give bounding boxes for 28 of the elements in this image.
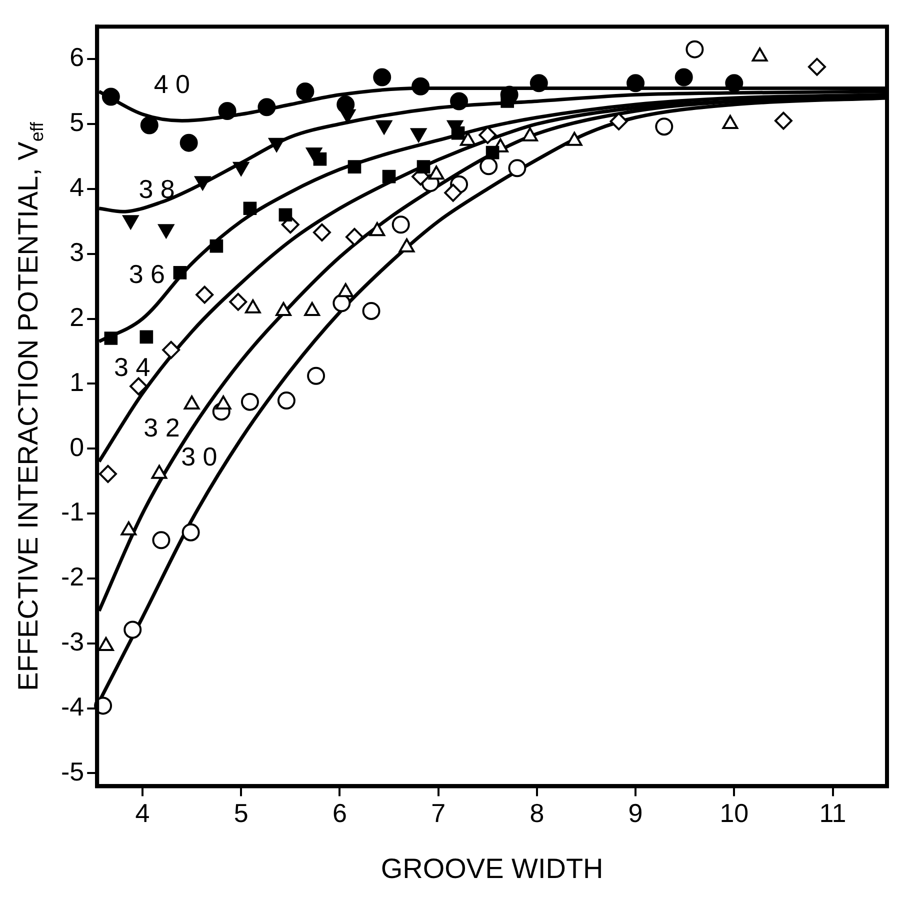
annotation: 3 2 bbox=[144, 412, 180, 442]
y-tick-label: 4 bbox=[70, 172, 84, 202]
annotation: 4 0 bbox=[154, 68, 190, 99]
y-tick-label: -5 bbox=[60, 756, 84, 786]
annotation: 3 8 bbox=[138, 174, 175, 204]
x-tick-label: 11 bbox=[819, 798, 846, 828]
y-tick-label: -2 bbox=[60, 562, 84, 592]
x-tick-label: 5 bbox=[234, 798, 248, 828]
y-tick-label: 0 bbox=[70, 432, 84, 462]
y-tick-label: 6 bbox=[70, 42, 84, 72]
y-tick-label: 5 bbox=[70, 107, 84, 138]
y-tick-label: 1 bbox=[70, 366, 84, 397]
y-tick-label: 3 bbox=[70, 237, 84, 268]
x-tick-label: 6 bbox=[332, 798, 347, 828]
x-tick-label: 10 bbox=[720, 798, 749, 828]
annotation: 3 0 bbox=[181, 442, 218, 472]
y-axis-title: EFFECTIVE INTERACTION POTENTIAL, Veff bbox=[12, 120, 47, 691]
x-tick-label: 7 bbox=[431, 798, 446, 828]
x-tick-label: 8 bbox=[530, 798, 544, 828]
x-axis-title: GROOVE WIDTH bbox=[380, 852, 604, 884]
y-tick-label: -1 bbox=[60, 496, 84, 527]
annotation: 3 6 bbox=[128, 259, 165, 290]
y-tick-label: -3 bbox=[60, 626, 84, 657]
x-tick-label: 9 bbox=[628, 798, 643, 828]
annotation: 3 4 bbox=[114, 352, 150, 382]
y-tick-label: -4 bbox=[60, 691, 84, 722]
y-tick-label: 2 bbox=[70, 302, 84, 332]
x-tick-label: 4 bbox=[135, 798, 150, 828]
